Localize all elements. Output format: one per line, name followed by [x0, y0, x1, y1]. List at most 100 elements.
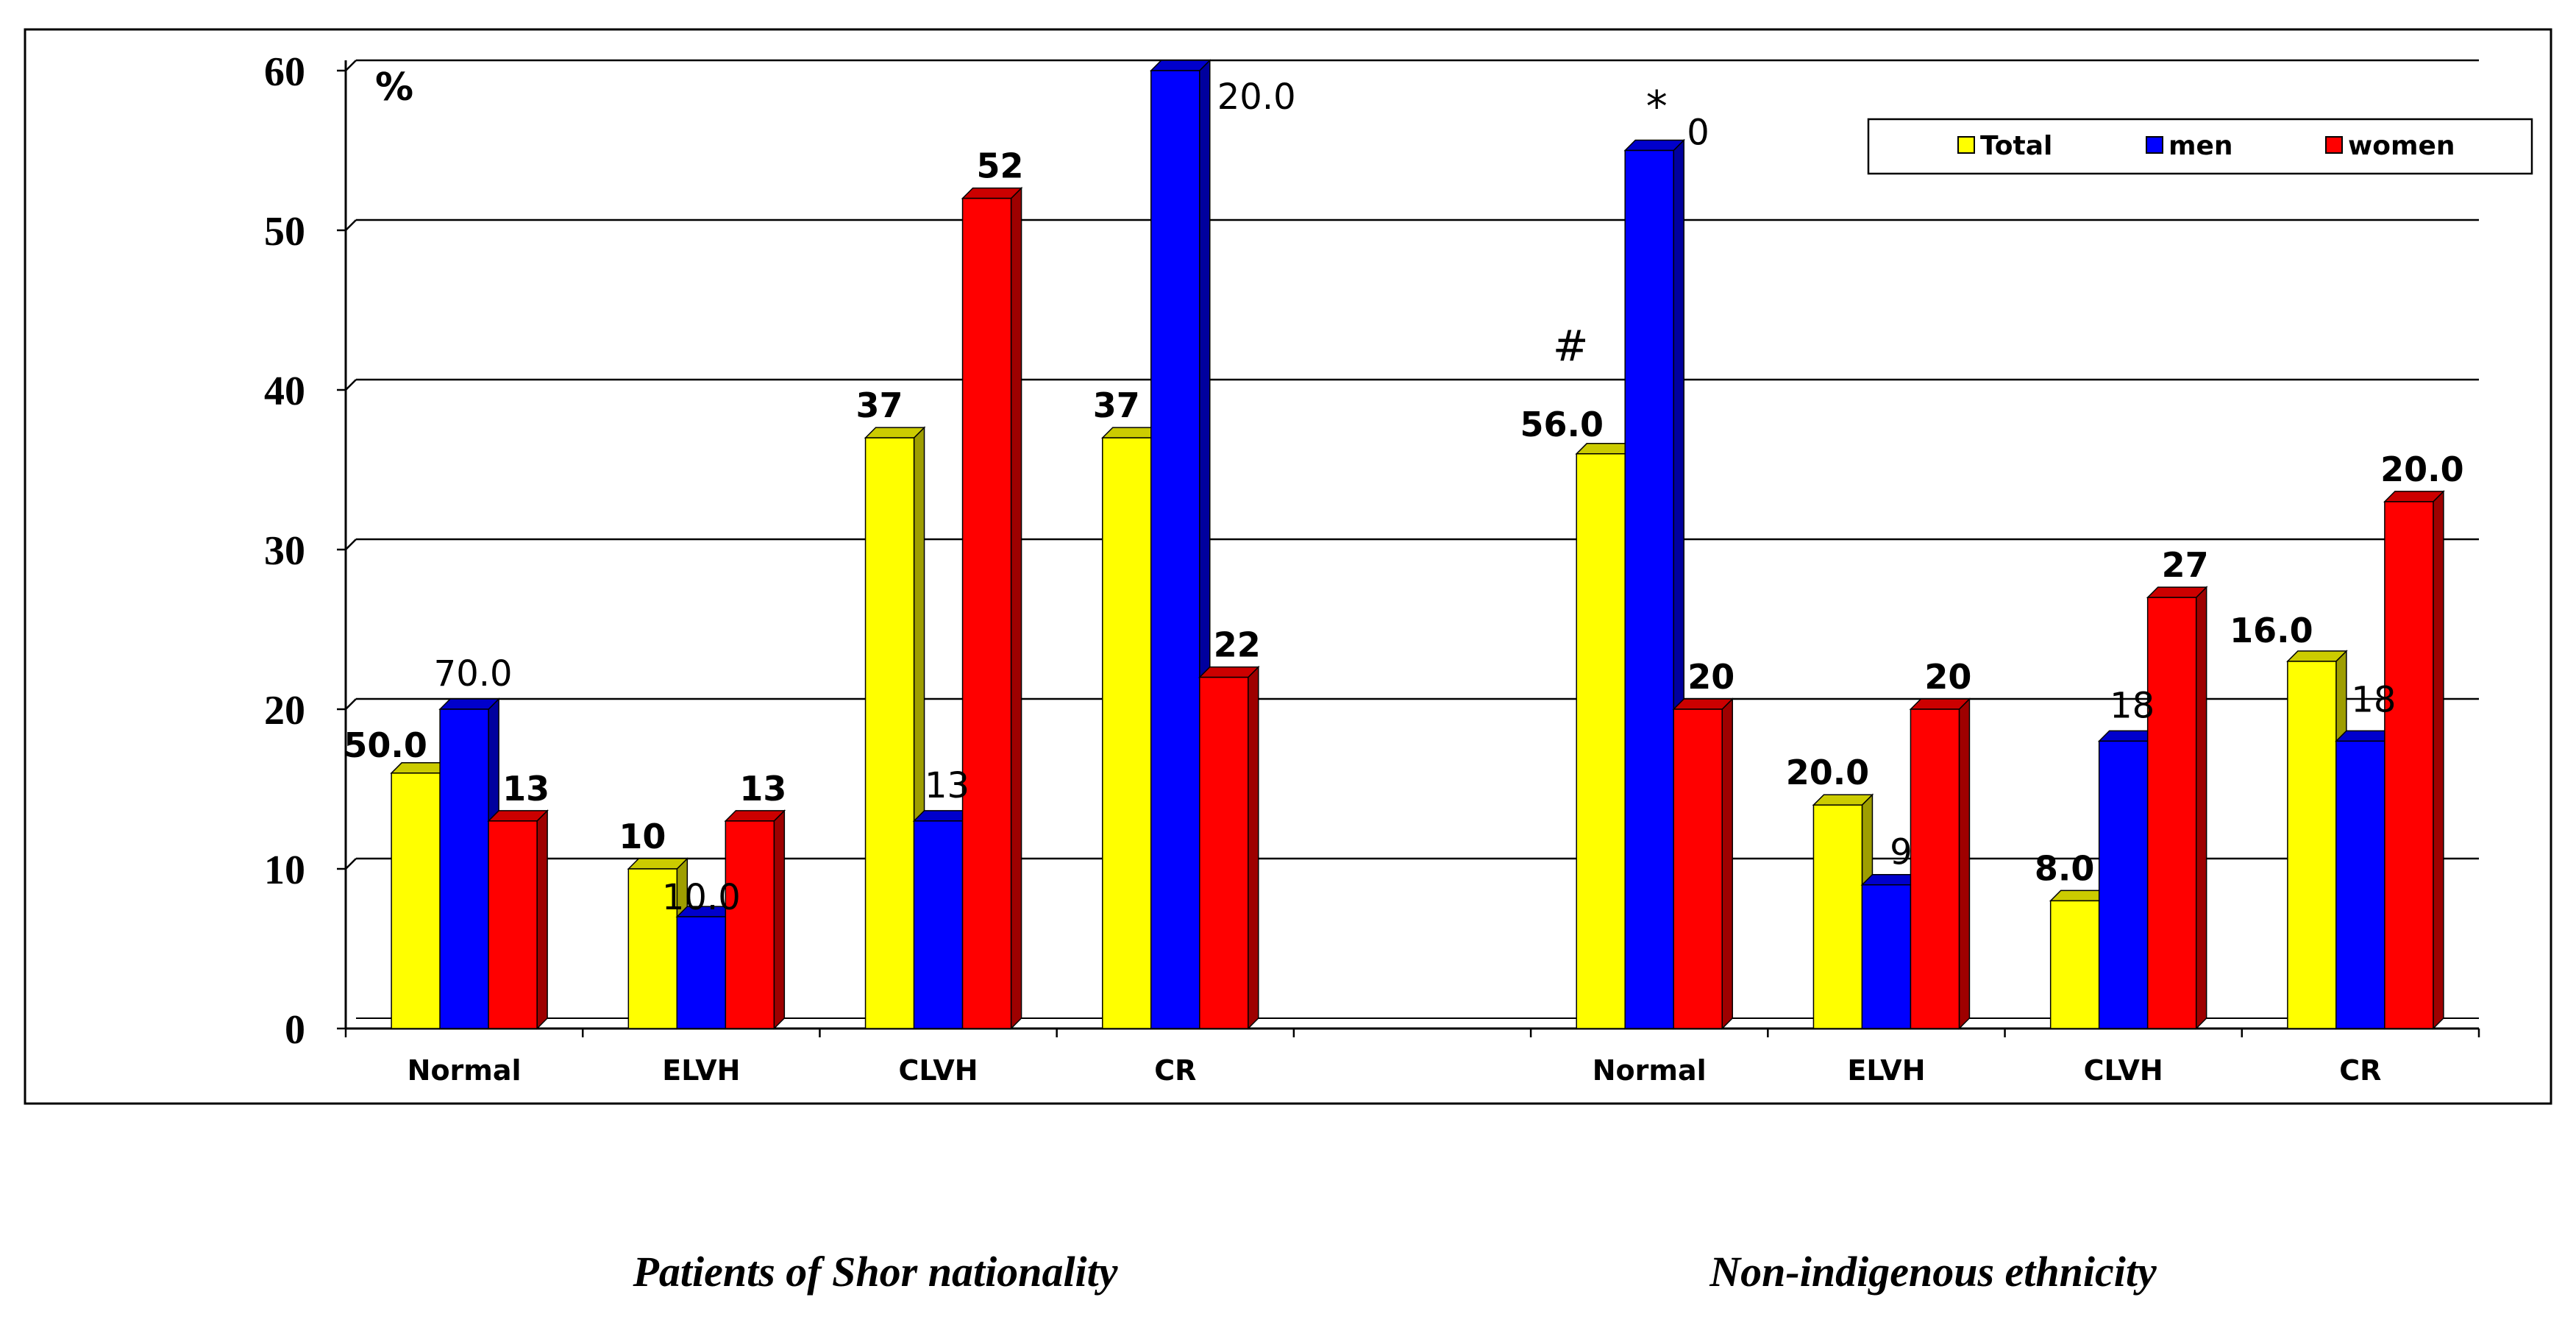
bar-total — [2286, 650, 2348, 1030]
significance-mark: * — [1646, 82, 1668, 132]
bar-side — [1721, 697, 1733, 1030]
data-label: 70.0 — [434, 653, 513, 695]
bar-top — [1623, 139, 1686, 152]
bar-top — [2286, 650, 2348, 662]
bar-women — [1672, 697, 1734, 1030]
data-label: 18 — [2351, 679, 2396, 720]
grid-depth-edge — [345, 698, 357, 710]
bar-front — [864, 437, 915, 1029]
bar-front — [1910, 708, 1960, 1029]
bar-front — [2335, 740, 2385, 1029]
data-label: 9 — [1890, 832, 1913, 873]
axes: 0 10 20 30 40 50 60 Normal ELVH CLVH CR Normal ELVH C… — [264, 49, 2480, 1087]
legend-label-women: women — [2348, 131, 2455, 161]
bar-top — [438, 698, 500, 710]
unit-label: % — [375, 65, 413, 110]
bar-women — [487, 809, 549, 1030]
data-label: 20 — [1687, 657, 1734, 697]
data-label: 13 — [739, 769, 786, 809]
bar-side — [1958, 697, 1971, 1030]
bar-front — [725, 820, 775, 1029]
y-tick-label: 20 — [264, 688, 305, 733]
grid-depth-edge — [345, 60, 357, 71]
bars — [390, 59, 2445, 1030]
data-label: 22 — [1214, 625, 1261, 665]
data-label: 0 — [1687, 113, 1709, 154]
bar-women — [1909, 697, 1971, 1030]
y-tick-label: 60 — [264, 49, 305, 95]
data-label: 16.0 — [2230, 611, 2313, 650]
data-label: 56.0 — [1520, 405, 1604, 444]
annotation-backing — [1541, 318, 1601, 377]
bar-front — [961, 197, 1012, 1029]
bar-front — [676, 916, 727, 1029]
data-label: 50.0 — [344, 725, 427, 765]
bar-front — [913, 820, 964, 1029]
bar-top — [2146, 586, 2208, 598]
x-category-label: ELVH — [1847, 1054, 1925, 1087]
bar-women — [2383, 490, 2445, 1030]
x-category-label: CR — [2339, 1054, 2381, 1087]
bar-front — [1624, 149, 1674, 1029]
bar-front — [488, 820, 538, 1029]
bar-top — [1149, 60, 1211, 71]
bar-front — [2098, 740, 2149, 1029]
bar-front — [1199, 676, 1249, 1029]
x-category-label: Normal — [1593, 1054, 1707, 1087]
bar-front — [1576, 453, 1626, 1029]
bar-top — [1909, 698, 1971, 710]
bar-top — [2383, 491, 2445, 502]
bar-top — [627, 858, 689, 870]
y-tick-label: 50 — [264, 209, 305, 255]
grid-depth-edge — [345, 539, 357, 550]
bar-side — [2195, 586, 2207, 1030]
x-category-label: Normal — [408, 1054, 522, 1087]
data-label: 20 — [1924, 657, 1971, 697]
legend-label-total: Total — [1980, 131, 2052, 161]
bar-women — [961, 186, 1023, 1030]
legend: Total men women — [1867, 118, 2533, 175]
bar-men — [1623, 138, 1686, 1030]
data-label: 8.0 — [2035, 848, 2095, 888]
bar-side — [536, 809, 548, 1030]
bar-front — [2049, 900, 2100, 1029]
x-category-label: ELVH — [662, 1054, 740, 1087]
x-category-label: CLVH — [899, 1054, 978, 1087]
data-label: 20.0 — [1786, 753, 1870, 792]
bar-front — [1150, 70, 1200, 1029]
legend-swatch-total — [1957, 136, 1975, 154]
bar-side — [2433, 490, 2444, 1030]
bar-front — [2287, 661, 2337, 1029]
bar-women — [724, 809, 786, 1030]
y-tick-label: 0 — [285, 1007, 305, 1053]
grid-depth-edge — [345, 219, 357, 231]
bar-top — [1672, 698, 1734, 710]
bar-side — [773, 809, 786, 1030]
data-label: 20.0 — [1217, 77, 1296, 118]
data-label: 13 — [502, 769, 549, 809]
data-label: 27 — [2162, 545, 2209, 585]
bar-side — [1010, 186, 1022, 1030]
group-title-non-indigenous: Non-indigenous ethnicity — [1709, 1248, 2157, 1296]
legend-box — [1867, 118, 2533, 175]
bar-front — [2146, 597, 2197, 1029]
data-label: 10.0 — [662, 877, 741, 918]
bar-top — [864, 427, 926, 438]
bar-front — [2384, 501, 2434, 1029]
bar-top — [724, 810, 786, 822]
data-label: 52 — [977, 146, 1024, 186]
legend-swatch-women — [2325, 136, 2343, 154]
significance-mark: # — [1553, 321, 1589, 371]
legend-swatch-men — [2146, 136, 2163, 154]
x-category-label: CLVH — [2084, 1054, 2163, 1087]
bar-top — [961, 187, 1023, 199]
data-label: 13 — [925, 765, 969, 806]
grid-depth-edge — [345, 858, 357, 870]
data-label: 37 — [856, 386, 903, 425]
bar-men — [1149, 59, 1211, 1030]
x-category-label: CR — [1154, 1054, 1196, 1087]
data-label: 18 — [2110, 685, 2155, 726]
data-label: 10 — [619, 817, 666, 856]
grid-depth-edge — [345, 379, 357, 391]
